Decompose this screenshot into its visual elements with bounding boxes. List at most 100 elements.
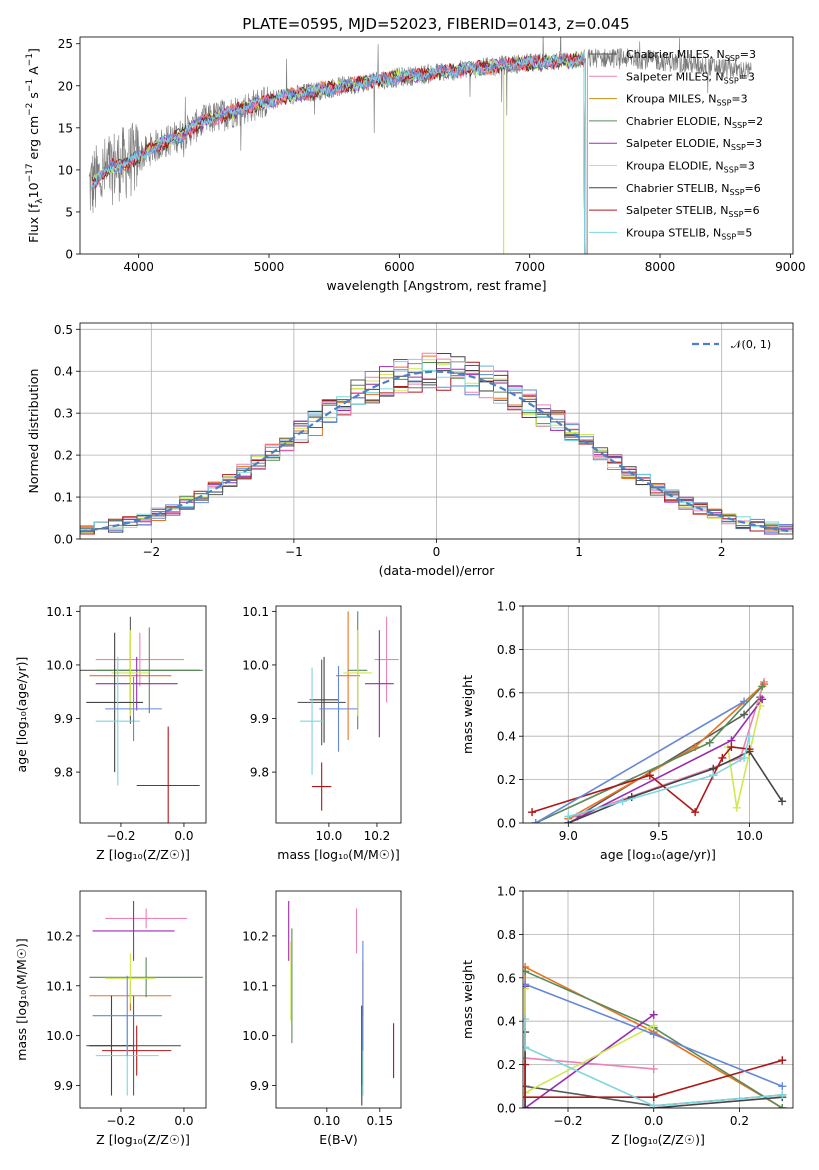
y-tick-label: 10.1 bbox=[46, 979, 73, 993]
y-tick-label: 1.0 bbox=[497, 885, 516, 899]
x-tick-label: 0.0 bbox=[174, 829, 193, 843]
series-marker bbox=[778, 1090, 787, 1099]
plot-area bbox=[80, 616, 203, 823]
error-bar-point bbox=[95, 656, 140, 786]
figure-title: PLATE=0595, MJD=52023, FIBERID=0143, z=0… bbox=[242, 15, 629, 33]
y-tick-label: 0.3 bbox=[54, 407, 73, 421]
mass-weight-series bbox=[523, 984, 658, 1097]
y-tick-label: 0.2 bbox=[497, 773, 516, 787]
y-tick-label: 10.0 bbox=[242, 658, 269, 672]
error-bar-point bbox=[343, 630, 373, 716]
mass-weight-series bbox=[523, 1015, 787, 1108]
plot-area bbox=[80, 352, 793, 535]
plot-area bbox=[88, 37, 752, 254]
series-marker bbox=[778, 1082, 787, 1091]
series-marker bbox=[523, 980, 530, 989]
series-marker bbox=[727, 743, 736, 752]
y-tick-label: 0.8 bbox=[497, 928, 516, 942]
y-tick-label: 10.0 bbox=[46, 658, 73, 672]
model-spectrum bbox=[91, 51, 586, 254]
series-line bbox=[535, 700, 745, 823]
x-tick-label: 0.10 bbox=[313, 1114, 340, 1128]
mass-weight-series bbox=[523, 1056, 787, 1102]
x-tick-label: 7000 bbox=[514, 260, 545, 274]
error-bar-point bbox=[92, 900, 175, 961]
plot-area bbox=[86, 900, 203, 1096]
series-marker bbox=[564, 812, 573, 821]
series-marker bbox=[718, 753, 727, 762]
x-tick-label: 6000 bbox=[384, 260, 415, 274]
series-line bbox=[567, 750, 783, 823]
y-axis-label: mass weight bbox=[460, 675, 475, 754]
x-axis-label: mass [log₁₀(M/M☉)] bbox=[277, 847, 399, 862]
series-marker bbox=[523, 1015, 530, 1024]
plot-area bbox=[523, 962, 787, 1108]
x-tick-label: −0.2 bbox=[106, 829, 135, 843]
legend-entry: Salpeter STELIB, NSSP=6 bbox=[626, 204, 760, 219]
legend-entry: Chabrier MILES, NSSP=3 bbox=[626, 48, 756, 63]
mass-weight-series bbox=[531, 697, 749, 823]
legend-entry: Chabrier ELODIE, NSSP=2 bbox=[626, 115, 763, 130]
error-bar-point bbox=[300, 667, 325, 775]
x-axis-label: E(B-V) bbox=[319, 1132, 358, 1147]
series-marker bbox=[649, 1093, 658, 1102]
y-tick-label: 10.1 bbox=[242, 605, 269, 619]
x-tick-label: −1 bbox=[285, 545, 303, 559]
y-tick-label: 9.8 bbox=[54, 766, 73, 780]
y-tick-label: 10.2 bbox=[242, 929, 269, 943]
spectrum-panel: 4000 5000 6000 7000 8000 9000 0 5 10 15 20 25 wavele… bbox=[25, 36, 806, 293]
y-tick-label: 0.0 bbox=[497, 1102, 516, 1116]
x-axis-label: Z [log₁₀(Z/Z☉)] bbox=[611, 1132, 705, 1147]
residual-histogram-series bbox=[80, 369, 793, 533]
mass-weight-vs-Z-panel: −0.2 0.0 0.2 0.0 0.2 0.4 0.6 0.8 1.0 Z [log₁₀(Z/Z… bbox=[460, 885, 794, 1147]
x-tick-label: 2 bbox=[718, 545, 726, 559]
y-tick-label: 0.6 bbox=[497, 686, 516, 700]
mass-weight-series bbox=[523, 982, 658, 1108]
series-marker bbox=[649, 1101, 658, 1108]
mass-vs-EBV-panel: 0.10 0.15 9.9 10.0 10.1 10.2 E(B-V) bbox=[242, 890, 402, 1147]
y-tick-label: 10.1 bbox=[242, 979, 269, 993]
x-axis-label: (data-model)/error bbox=[379, 563, 496, 578]
series-marker bbox=[523, 1104, 530, 1108]
plot-area bbox=[528, 677, 787, 823]
y-tick-label: 1.0 bbox=[497, 600, 516, 614]
x-tick-label: 0.15 bbox=[366, 1114, 393, 1128]
y-tick-label: 9.9 bbox=[54, 1079, 73, 1093]
y-tick-label: 0.4 bbox=[54, 365, 73, 379]
error-bar-point bbox=[312, 762, 332, 811]
legend: 𝒩(0, 1) bbox=[692, 338, 771, 351]
x-tick-label: 9000 bbox=[775, 260, 806, 274]
series-marker bbox=[740, 710, 749, 719]
x-tick-label: 8000 bbox=[645, 260, 676, 274]
x-tick-label: 0 bbox=[433, 545, 441, 559]
x-tick-label: −0.2 bbox=[106, 1114, 135, 1128]
series-marker bbox=[649, 1064, 658, 1073]
axes-frame bbox=[522, 605, 794, 824]
legend-entry: Kroupa MILES, NSSP=3 bbox=[626, 93, 748, 108]
error-bar-point bbox=[105, 908, 188, 929]
y-tick-label: 25 bbox=[58, 37, 73, 51]
y-axis-label: Normed distribution bbox=[26, 369, 41, 494]
error-bar-point bbox=[89, 957, 203, 998]
series-marker bbox=[531, 819, 540, 823]
series-marker bbox=[732, 803, 741, 812]
error-bar-point bbox=[105, 676, 162, 742]
x-tick-label: 9.5 bbox=[649, 829, 668, 843]
error-bar-point bbox=[374, 616, 399, 703]
legend-entry: 𝒩(0, 1) bbox=[731, 338, 771, 351]
mass-weight-vs-age-panel: 9.0 9.5 10.0 0.0 0.2 0.4 0.6 0.8 1.0 age [log₁₀(a… bbox=[460, 600, 794, 862]
y-axis-label: mass weight bbox=[460, 960, 475, 1039]
error-bar-point bbox=[364, 630, 394, 738]
x-tick-label: 1 bbox=[575, 545, 583, 559]
series-marker bbox=[691, 808, 700, 817]
mass-weight-series bbox=[523, 980, 787, 1091]
mass-weight-series bbox=[523, 1054, 658, 1073]
normal-curve bbox=[80, 370, 793, 533]
residual-histogram-series bbox=[80, 353, 793, 535]
y-tick-label: 0.4 bbox=[497, 1015, 516, 1029]
x-tick-label: 10.0 bbox=[316, 829, 343, 843]
error-bar-point bbox=[309, 656, 339, 743]
y-tick-label: 0.2 bbox=[54, 449, 73, 463]
series-marker bbox=[649, 1021, 658, 1030]
series-marker bbox=[523, 1060, 530, 1069]
